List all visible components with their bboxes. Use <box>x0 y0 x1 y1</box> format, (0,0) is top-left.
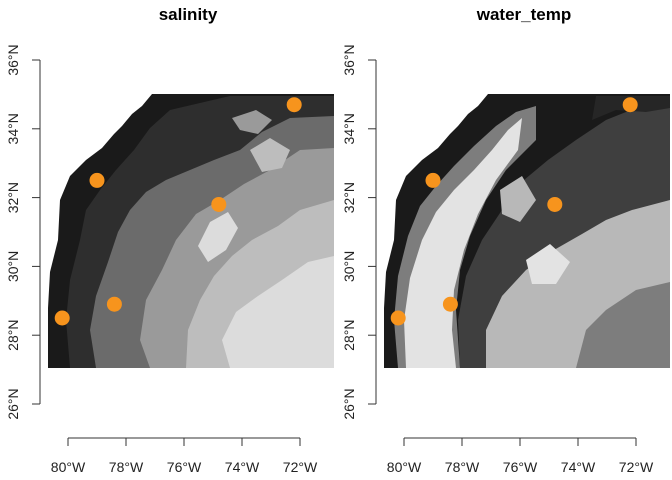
raster-layer <box>48 94 334 368</box>
sample-point-marker <box>622 97 638 113</box>
raster-region <box>526 244 570 284</box>
y-tick-label: 32°N <box>341 182 357 213</box>
panel-title: salinity <box>159 5 218 24</box>
raster-region <box>404 118 522 368</box>
x-tick-label: 72°W <box>619 459 654 475</box>
axes: 26°N 28°N 30°N 32°N 34°N 36°N 80°W 78°W 76°W 74°W… <box>5 44 318 475</box>
y-tick-label: 26°N <box>5 388 21 419</box>
sample-point-marker <box>211 196 227 212</box>
y-tick-label: 28°N <box>341 320 357 351</box>
raster-region <box>222 256 334 368</box>
y-tick-label: 36°N <box>341 44 357 75</box>
y-tick-label: 26°N <box>341 388 357 419</box>
y-tick-label: 36°N <box>5 44 21 75</box>
raster-region <box>198 212 238 262</box>
y-tick-label: 30°N <box>341 251 357 282</box>
x-tick-label: 76°W <box>503 459 538 475</box>
sample-points <box>390 97 638 326</box>
raster-region <box>500 176 536 222</box>
sample-point-marker <box>390 310 406 326</box>
sample-point-marker <box>547 196 563 212</box>
raster-region <box>232 110 272 134</box>
y-tick-label: 34°N <box>5 113 21 144</box>
panel-title: water_temp <box>476 5 571 24</box>
y-tick-label: 30°N <box>5 251 21 282</box>
sample-point-marker <box>89 172 105 188</box>
y-tick-label: 32°N <box>5 182 21 213</box>
x-tick-label: 74°W <box>561 459 596 475</box>
raster-region <box>250 138 290 172</box>
sample-points <box>54 97 302 326</box>
water-temp-panel: water_temp 26°N 28°N 30°N 32°N 34°N 36°N 80°W 78… <box>341 5 670 475</box>
y-tick-label: 28°N <box>5 320 21 351</box>
salinity-panel: salinity 26°N 28°N 30°N 32°N 34°N 36°N 80°W 78°W… <box>5 5 334 475</box>
raster-layer <box>384 94 670 368</box>
sample-point-marker <box>106 296 122 312</box>
sample-point-marker <box>442 296 458 312</box>
x-tick-label: 78°W <box>109 459 144 475</box>
sample-point-marker <box>54 310 70 326</box>
y-tick-label: 34°N <box>341 113 357 144</box>
x-tick-label: 78°W <box>445 459 480 475</box>
x-tick-label: 80°W <box>387 459 422 475</box>
axes: 26°N 28°N 30°N 32°N 34°N 36°N 80°W 78°W 76°W 74°W… <box>341 44 654 475</box>
x-tick-label: 80°W <box>51 459 86 475</box>
sample-point-marker <box>425 172 441 188</box>
x-tick-label: 72°W <box>283 459 318 475</box>
sample-point-marker <box>286 97 302 113</box>
x-tick-label: 76°W <box>167 459 202 475</box>
raster-region <box>576 282 670 368</box>
x-tick-label: 74°W <box>225 459 260 475</box>
